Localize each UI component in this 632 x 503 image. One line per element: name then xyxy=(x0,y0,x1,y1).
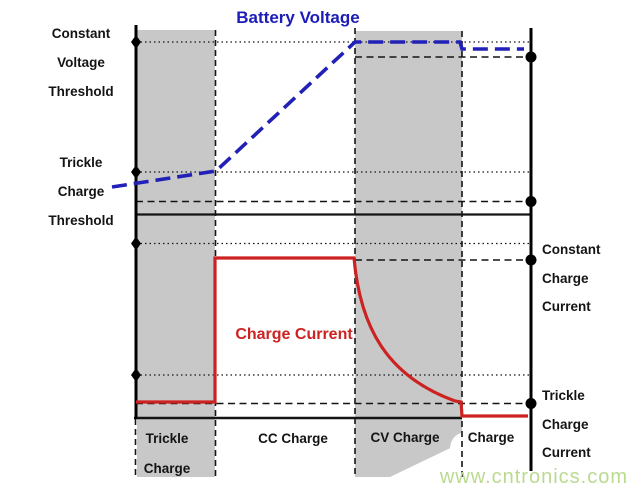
battery-voltage-label: Battery Voltage xyxy=(236,8,360,27)
diamond-marker-cv-threshold xyxy=(131,35,141,49)
label-line: Constant xyxy=(51,26,111,41)
charge-current-curve xyxy=(136,256,528,418)
phase-label-cc-charge: CC Charge xyxy=(258,431,328,446)
label-line: Threshold xyxy=(48,84,114,99)
phase-label-trickle-charge-line1: Trickle xyxy=(145,431,189,446)
diamond-marker-trickle-current xyxy=(131,368,141,382)
label-line: Threshold xyxy=(48,213,114,228)
diamond-marker-constant-current xyxy=(131,236,141,251)
constant-voltage-threshold-label: Constant Voltage Threshold xyxy=(18,19,144,106)
label-line: Current xyxy=(542,299,591,314)
label-line: Trickle xyxy=(542,388,585,403)
charge-current-label: Charge Current xyxy=(235,326,353,343)
phase-label-charge: Charge xyxy=(467,430,515,445)
dot-marker-final-voltage xyxy=(525,51,537,63)
trickle-charge-threshold-label: Trickle Charge Threshold xyxy=(18,148,144,235)
phase-label-cv-charge: CV Charge xyxy=(370,430,440,445)
dot-marker-constant-current xyxy=(525,254,537,266)
label-line: Trickle xyxy=(59,155,103,170)
label-line: Current xyxy=(542,445,591,460)
diamond-marker-trickle-threshold xyxy=(131,165,141,179)
shaded-band-cv-charge xyxy=(355,31,462,477)
label-line: Charge xyxy=(542,270,589,286)
dot-marker-trickle-baseline xyxy=(525,196,537,207)
label-line: Constant xyxy=(542,242,601,257)
trickle-charge-current-label: Trickle Charge Current xyxy=(542,382,628,468)
watermark-text: www.cntronics.com xyxy=(439,466,628,488)
shaded-band-trickle-charge xyxy=(137,30,215,477)
label-line: Charge xyxy=(57,184,105,199)
white-blob-circle xyxy=(450,433,476,465)
dot-marker-trickle-current xyxy=(525,398,537,409)
label-line: Voltage xyxy=(57,55,105,70)
constant-charge-current-label: Constant Charge Current xyxy=(542,236,628,322)
label-line: Charge xyxy=(542,416,589,432)
phase-label-trickle-charge-line2: Charge xyxy=(143,461,191,476)
